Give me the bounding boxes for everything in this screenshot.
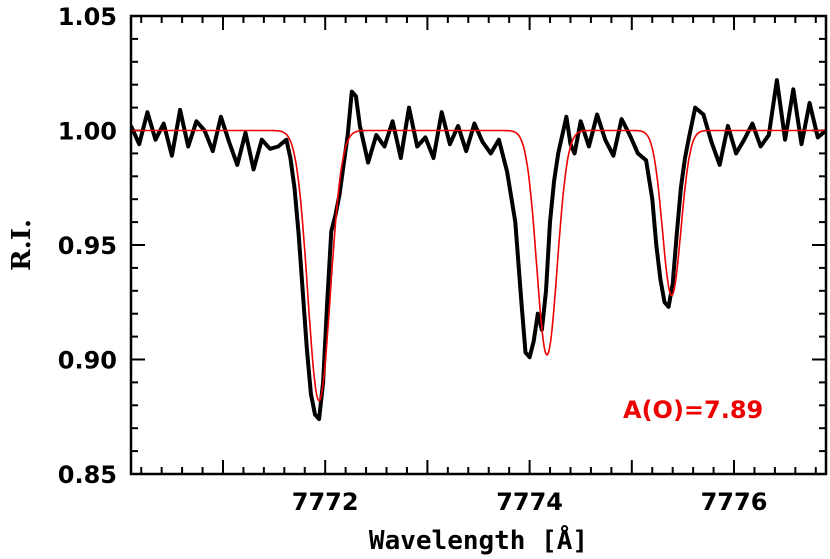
y-tick-label: 1.00 — [58, 118, 117, 146]
y-tick-label: 1.05 — [58, 3, 117, 31]
x-tick-label: 7776 — [701, 488, 768, 516]
y-tick-label: 0.95 — [58, 232, 117, 260]
x-tick-label: 7774 — [496, 488, 563, 516]
abundance-annotation: A(O)=7.89 — [623, 396, 763, 424]
y-axis-title: R.I. — [7, 219, 37, 271]
y-tick-label: 0.90 — [58, 347, 117, 375]
x-tick-label: 7772 — [292, 488, 359, 516]
x-axis-title: Wavelength [Å] — [369, 524, 588, 556]
tick-labels: 7772 7774 7776 0.85 0.90 0.95 1.00 1.05 — [58, 3, 768, 516]
series-layer — [131, 78, 826, 421]
plot-frame — [129, 14, 828, 476]
model-fit-line — [131, 129, 826, 402]
observed-spectrum-line — [131, 78, 826, 421]
y-tick-label: 0.85 — [58, 461, 117, 489]
